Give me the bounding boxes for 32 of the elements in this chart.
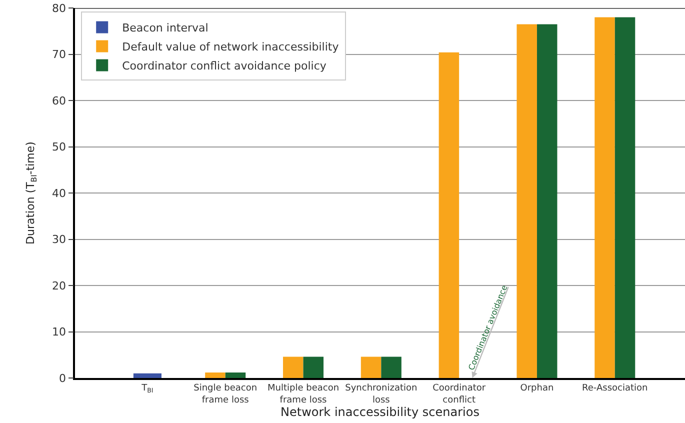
bar	[438, 52, 460, 378]
bar	[205, 372, 226, 378]
bar	[133, 373, 162, 378]
x-tick-label: T$_{BI}$	[140, 384, 154, 394]
y-tick-label: 10	[52, 326, 66, 339]
bar	[360, 356, 382, 378]
bar	[536, 24, 558, 378]
y-tick-label: 60	[52, 94, 66, 108]
y-tick-label: 70	[52, 48, 66, 62]
bar	[283, 356, 304, 378]
x-tick-label: Synchronization loss	[345, 384, 418, 406]
bar	[303, 356, 324, 378]
y-tick-label: 80	[52, 2, 66, 15]
legend-label: Default value of network inaccessibility	[122, 40, 340, 54]
legend-label: Coordinator conflict avoidance policy	[122, 59, 327, 72]
x-tick-label: Single beacon frame loss	[194, 384, 258, 406]
bar	[594, 17, 615, 378]
x-tick-label: Orphan	[520, 384, 554, 394]
bar	[225, 372, 246, 378]
x-tick-label: Re-Association	[582, 384, 648, 394]
y-tick-label: 50	[52, 140, 66, 154]
x-tick-label: Multiple beacon frame loss	[267, 384, 340, 406]
y-tick-label: 0	[59, 372, 66, 385]
y-tick-label: 20	[52, 279, 66, 292]
y-tick-label: 30	[52, 233, 66, 246]
bar	[516, 24, 537, 378]
bar	[381, 356, 402, 378]
x-tick-label: Coordinator conflict	[432, 384, 486, 406]
bar	[614, 17, 636, 378]
y-tick-label: 40	[52, 186, 66, 200]
legend-label: Beacon interval	[122, 21, 208, 34]
x-axis-title: Network inaccessibility scenarios	[280, 405, 480, 420]
